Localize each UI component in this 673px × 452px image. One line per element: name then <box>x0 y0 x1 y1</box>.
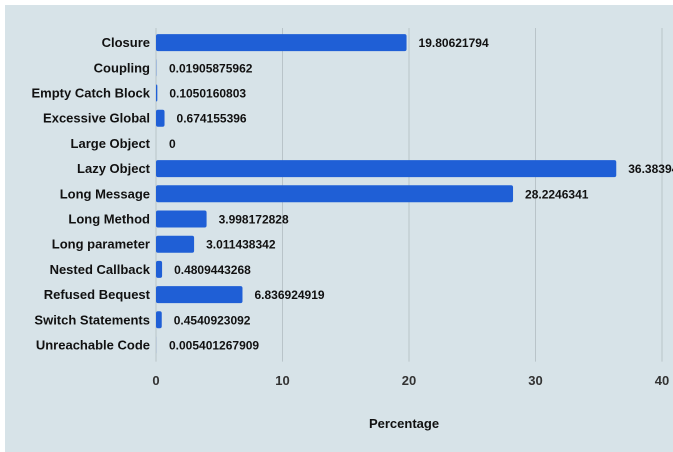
x-tick-label: 40 <box>655 373 669 388</box>
value-label: 0.4540923092 <box>174 313 251 327</box>
x-tick-label: 30 <box>528 373 542 388</box>
bar-chart: Closure Coupling Empty Catch Block Excessiv… <box>32 28 673 431</box>
bar <box>156 235 195 253</box>
category-label: Switch Statements <box>34 312 150 327</box>
chart-container: Closure Coupling Empty Catch Block Excessiv… <box>5 5 673 452</box>
category-label: Closure <box>102 35 150 50</box>
value-label: 0.01905875962 <box>169 61 253 75</box>
bar <box>156 160 617 178</box>
value-label: 0.674155396 <box>177 112 247 126</box>
x-axis-title: Percentage <box>369 416 439 431</box>
category-label: Nested Callback <box>50 262 151 277</box>
category-labels: Closure Coupling Empty Catch Block Excessiv… <box>32 35 151 352</box>
value-label: 3.998172828 <box>219 213 289 227</box>
bar <box>156 84 158 102</box>
category-label: Long parameter <box>52 237 150 252</box>
category-label: Excessive Global <box>43 111 150 126</box>
bar <box>156 185 514 203</box>
bar <box>156 311 162 329</box>
bars <box>156 34 617 354</box>
bar <box>156 210 207 228</box>
category-label: Long Message <box>60 186 150 201</box>
x-tick-label: 10 <box>275 373 289 388</box>
category-label: Refused Bequest <box>44 287 151 302</box>
category-label: Empty Catch Block <box>32 86 151 101</box>
value-label: 0.005401267909 <box>169 339 259 353</box>
value-label: 6.836924919 <box>254 288 324 302</box>
x-tick-label: 0 <box>152 373 159 388</box>
category-label: Unreachable Code <box>36 338 150 353</box>
x-tick-labels: 0 10 20 30 40 <box>152 373 669 388</box>
value-label: 28.2246341 <box>525 187 589 201</box>
category-label: Lazy Object <box>77 161 151 176</box>
value-label: 0.1050160803 <box>169 87 246 101</box>
value-label: 36.38394373 <box>628 162 673 176</box>
bar <box>156 34 407 52</box>
value-label: 3.011438342 <box>206 238 276 252</box>
value-labels: 19.80621794 0.01905875962 0.1050160803 0.67… <box>169 36 673 352</box>
value-label: 19.80621794 <box>419 36 489 50</box>
value-label: 0.4809443268 <box>174 263 251 277</box>
bar <box>156 286 243 304</box>
x-tick-label: 20 <box>402 373 416 388</box>
category-label: Long Method <box>68 212 150 227</box>
value-label: 0 <box>169 137 176 151</box>
category-label: Coupling <box>94 60 150 75</box>
bar <box>156 260 163 278</box>
bar <box>156 109 165 127</box>
category-label: Large Object <box>71 136 151 151</box>
